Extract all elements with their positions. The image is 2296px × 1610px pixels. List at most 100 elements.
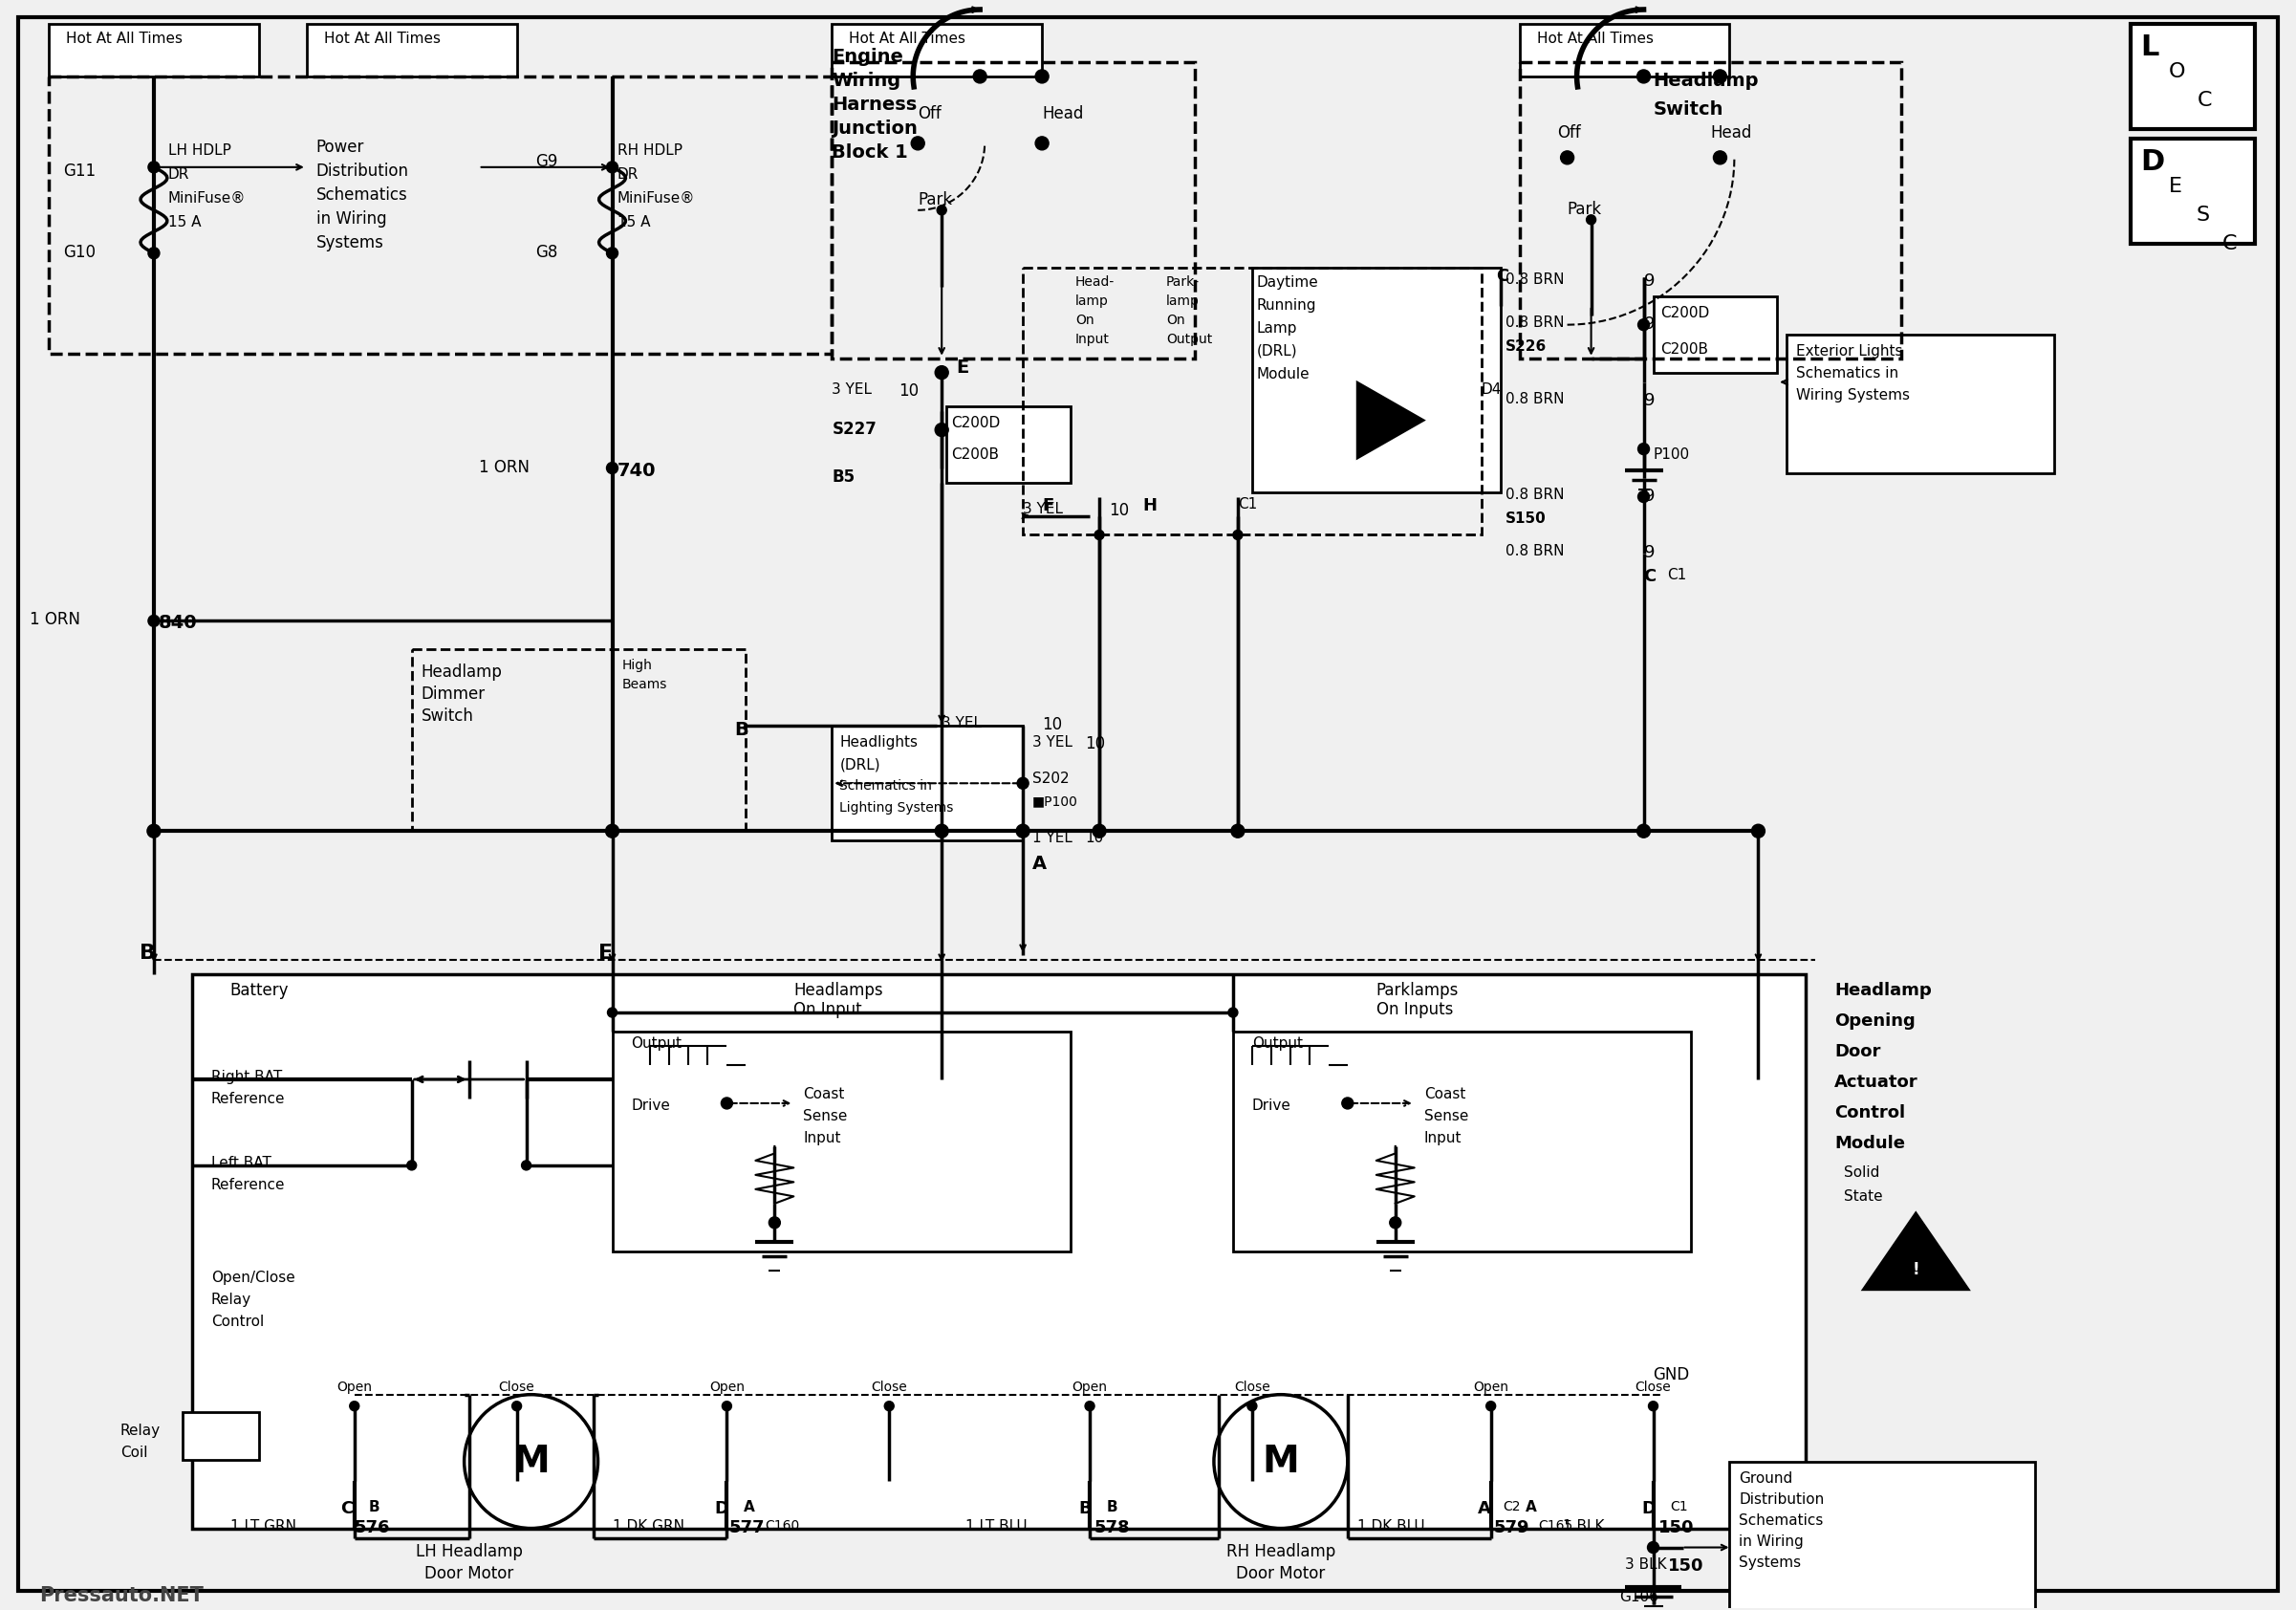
Text: C1: C1 [1671,1499,1688,1513]
Text: 1 DK BLU: 1 DK BLU [1357,1518,1424,1533]
Text: M: M [512,1443,549,1480]
Text: !: ! [1913,1261,1919,1278]
Circle shape [934,365,948,380]
Text: 15 A: 15 A [168,214,202,229]
Text: Block 1: Block 1 [831,143,909,161]
Text: A: A [1033,855,1047,873]
Text: Drive: Drive [1251,1098,1290,1113]
Circle shape [1486,1401,1495,1410]
Text: DR: DR [618,167,638,182]
Polygon shape [1357,382,1424,459]
Text: Door: Door [1835,1043,1880,1061]
Bar [946,406,1070,483]
Circle shape [149,615,158,626]
Text: Running: Running [1256,298,1316,312]
Text: Schematics in: Schematics in [1795,365,1899,380]
Text: 1 LT GRN: 1 LT GRN [230,1518,296,1533]
Text: 10: 10 [1109,501,1130,518]
Text: On: On [1075,314,1095,327]
Circle shape [1231,824,1244,837]
Circle shape [1587,214,1596,224]
Bar [308,24,517,76]
Text: S227: S227 [831,420,877,438]
Text: G10: G10 [62,243,96,261]
Text: Coil: Coil [119,1446,147,1460]
Text: C2: C2 [1504,1499,1520,1513]
Text: (DRL): (DRL) [840,757,879,771]
Text: Relay: Relay [119,1423,161,1438]
Text: E: E [597,943,613,963]
Bar [1653,296,1777,372]
Text: Input: Input [804,1130,840,1145]
Circle shape [512,1401,521,1410]
Circle shape [1713,69,1727,84]
Circle shape [521,1161,530,1170]
Text: Switch: Switch [1653,100,1724,119]
Text: Control: Control [1835,1104,1906,1122]
Text: 0.8 BRN: 0.8 BRN [1506,272,1564,287]
Text: B: B [140,943,156,963]
Circle shape [606,248,618,259]
Text: Sense: Sense [1424,1109,1469,1124]
Text: Open: Open [1072,1380,1107,1394]
Text: 150: 150 [1667,1557,1704,1575]
Text: LH HDLP: LH HDLP [168,143,232,158]
Circle shape [1637,443,1649,454]
Text: C: C [1495,267,1508,285]
Text: Left BAT: Left BAT [211,1156,271,1170]
Text: 576: 576 [354,1518,390,1536]
Text: 1 YEL: 1 YEL [1033,831,1072,845]
Text: B: B [1107,1499,1118,1513]
Text: 840: 840 [158,613,197,633]
Text: LH Headlamp: LH Headlamp [416,1542,523,1560]
Circle shape [721,1098,732,1109]
Circle shape [1637,824,1651,837]
Text: On Inputs: On Inputs [1375,1001,1453,1018]
Circle shape [934,423,948,436]
Circle shape [884,1401,893,1410]
Text: C1: C1 [1667,568,1688,583]
Text: Systems: Systems [1738,1555,1802,1570]
Text: C1: C1 [1238,497,1258,510]
Bar [411,649,746,831]
Text: Distribution: Distribution [317,163,409,180]
Circle shape [1095,530,1104,539]
Text: Open/Close: Open/Close [211,1270,294,1285]
Bar [1520,24,1729,76]
Circle shape [1233,530,1242,539]
Text: Headlamp: Headlamp [1835,982,1931,1000]
Text: Hot At All Times: Hot At All Times [850,32,967,45]
Text: Coast: Coast [804,1087,845,1101]
Text: L: L [2140,34,2158,61]
Text: B5: B5 [831,469,854,485]
Text: Harness: Harness [831,95,916,114]
Circle shape [1035,137,1049,150]
Text: Actuator: Actuator [1835,1074,1919,1092]
Text: Headlamp: Headlamp [420,663,503,681]
Circle shape [1389,1217,1401,1228]
Circle shape [1228,1008,1238,1018]
Text: 0.8 BRN: 0.8 BRN [1506,391,1564,406]
Text: Schematics: Schematics [317,187,409,203]
Text: Open: Open [709,1380,744,1394]
Text: 577: 577 [728,1518,765,1536]
Text: 9: 9 [1644,391,1655,409]
Circle shape [1086,1401,1095,1410]
Text: G9: G9 [535,153,558,171]
Text: F: F [1042,497,1054,514]
Text: G11: G11 [62,163,96,180]
Text: High: High [622,658,652,673]
Text: 3 YEL: 3 YEL [1024,501,1063,515]
Text: C160: C160 [765,1518,799,1533]
Text: 0.8 BRN: 0.8 BRN [1506,488,1564,501]
Text: Drive: Drive [631,1098,670,1113]
Text: C: C [2223,233,2236,253]
Text: Off: Off [918,105,941,122]
Text: A: A [1525,1499,1536,1513]
Text: RH HDLP: RH HDLP [618,143,682,158]
Text: 9: 9 [1644,544,1655,562]
Bar [831,726,1024,840]
Text: B: B [370,1499,379,1513]
Text: D4: D4 [1481,382,1502,396]
Text: Reference: Reference [211,1092,285,1106]
